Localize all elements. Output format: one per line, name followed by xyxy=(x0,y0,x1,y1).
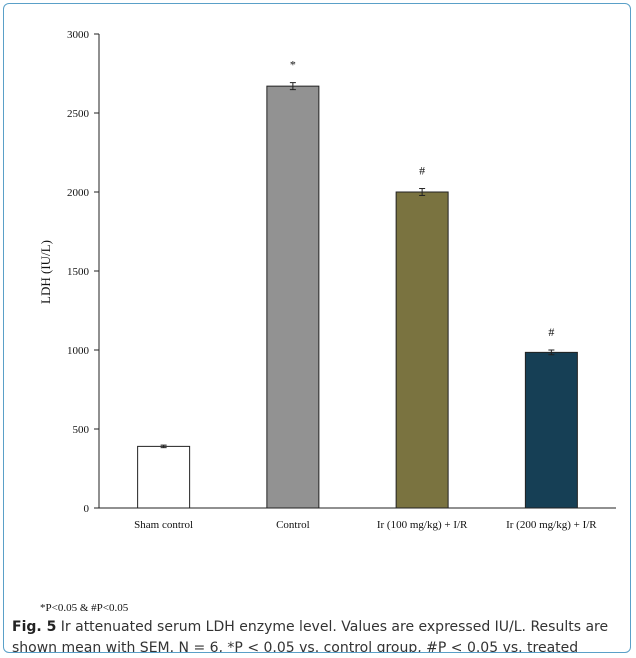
y-tick-label: 0 xyxy=(84,503,90,515)
figure-caption: Fig. 5 Ir attenuated serum LDH enzyme le… xyxy=(4,616,630,653)
x-tick-label: Ir (200 mg/kg) + I/R xyxy=(506,519,597,531)
y-tick-label: 2500 xyxy=(67,108,90,120)
x-tick-label: Sham control xyxy=(134,519,193,531)
significance-marker: # xyxy=(419,164,425,178)
significance-marker: # xyxy=(548,325,554,339)
x-tick-label: Ir (100 mg/kg) + I/R xyxy=(377,519,468,531)
bar xyxy=(524,351,578,509)
y-tick-label: 1000 xyxy=(67,345,90,357)
bar xyxy=(137,445,191,509)
bar xyxy=(266,85,320,509)
significance-footnote: *P<0.05 & #P<0.05 xyxy=(40,602,129,614)
figure-frame: 0 500 1000 1500 2000 2500 3000 Sham control * Co… xyxy=(3,3,631,653)
significance-marker: * xyxy=(290,58,296,72)
chart-bars: Sham control * Control # Ir (100 mg/kg) + I/… xyxy=(134,58,597,531)
caption-text: Ir attenuated serum LDH enzyme level. Va… xyxy=(12,619,609,653)
y-axis-label: LDH (IU/L) xyxy=(38,240,53,304)
bar xyxy=(395,191,449,509)
y-tick-label: 500 xyxy=(73,424,90,436)
caption-label: Fig. 5 xyxy=(12,619,57,635)
bar-chart: 0 500 1000 1500 2000 2500 3000 Sham control * Co… xyxy=(38,29,616,531)
y-tick-label: 2000 xyxy=(67,187,90,199)
y-tick-label: 3000 xyxy=(67,29,90,41)
y-tick-label: 1500 xyxy=(67,266,90,278)
x-tick-label: Control xyxy=(276,519,310,531)
